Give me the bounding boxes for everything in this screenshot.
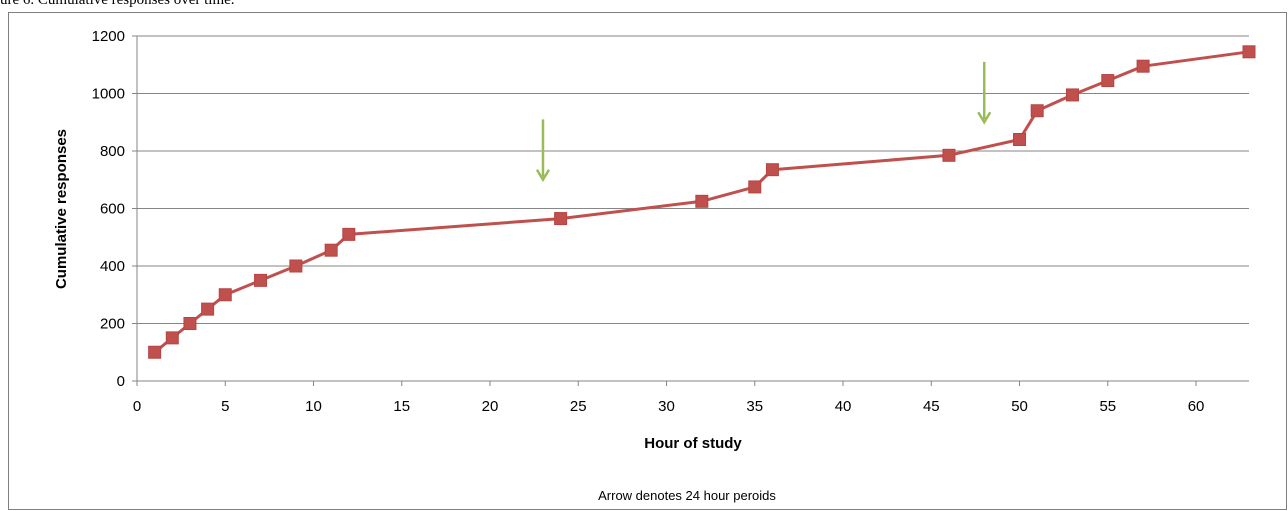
data-point: [165, 331, 179, 345]
data-point: [1030, 104, 1044, 118]
x-tick-label: 30: [658, 398, 675, 415]
data-point: [748, 180, 762, 194]
figure-caption: ure 6. Cumulative responses over time.: [0, 0, 1288, 16]
data-point: [695, 194, 709, 208]
y-tick-label: 0: [117, 373, 125, 390]
x-tick-label: 10: [305, 398, 322, 415]
data-point: [1101, 74, 1115, 88]
figure-caption-text: ure 6. Cumulative responses over time.: [0, 0, 235, 8]
y-tick-label: 1000: [92, 86, 125, 103]
x-tick-label: 0: [133, 398, 141, 415]
data-point: [183, 317, 197, 330]
x-tick-label: 20: [482, 398, 499, 415]
x-tick-label: 25: [570, 398, 587, 415]
data-point: [765, 163, 779, 177]
data-point: [1242, 45, 1256, 59]
gridlines: [137, 35, 1249, 324]
data-point: [942, 148, 956, 162]
x-tick-label: 60: [1188, 398, 1205, 415]
x-tick-label: 50: [1011, 398, 1028, 415]
data-point: [1136, 59, 1150, 73]
data-point: [148, 345, 162, 359]
arrow-head: [535, 169, 551, 183]
y-tick-labels: 0 200 400 600 800 1000 1200: [92, 28, 125, 390]
y-tick-label: 600: [100, 201, 125, 218]
data-point: [254, 273, 268, 287]
y-tick-label: 800: [100, 143, 125, 160]
data-point: [218, 288, 232, 302]
x-axis-title: Hour of study: [644, 435, 742, 452]
x-tick-label: 35: [746, 398, 763, 415]
axes: [132, 35, 1249, 386]
data-point: [1065, 88, 1079, 102]
arrow-note: Arrow denotes 24 hour peroids: [598, 488, 776, 503]
data-point: [342, 227, 356, 241]
y-tick-label: 400: [100, 258, 125, 275]
x-tick-label: 5: [221, 398, 229, 415]
y-axis-title: Cumulative responses: [53, 129, 70, 289]
y-tick-label: 200: [100, 316, 125, 333]
data-point: [554, 212, 568, 226]
data-point: [289, 259, 303, 273]
x-tick-label: 15: [393, 398, 410, 415]
x-tick-label: 40: [835, 398, 852, 415]
data-point: [1013, 133, 1027, 146]
x-tick-labels: 0 5 10 15 20 25 30 35 40 45 50 55 60: [133, 398, 1205, 415]
data-point: [201, 302, 215, 316]
series-layer: [148, 45, 1256, 359]
arrow-layer: [535, 61, 992, 183]
x-tick-label: 55: [1099, 398, 1116, 415]
data-point: [324, 243, 338, 257]
x-tick-label: 45: [923, 398, 940, 415]
y-tick-label: 1200: [92, 28, 125, 45]
arrow-head: [977, 111, 992, 125]
